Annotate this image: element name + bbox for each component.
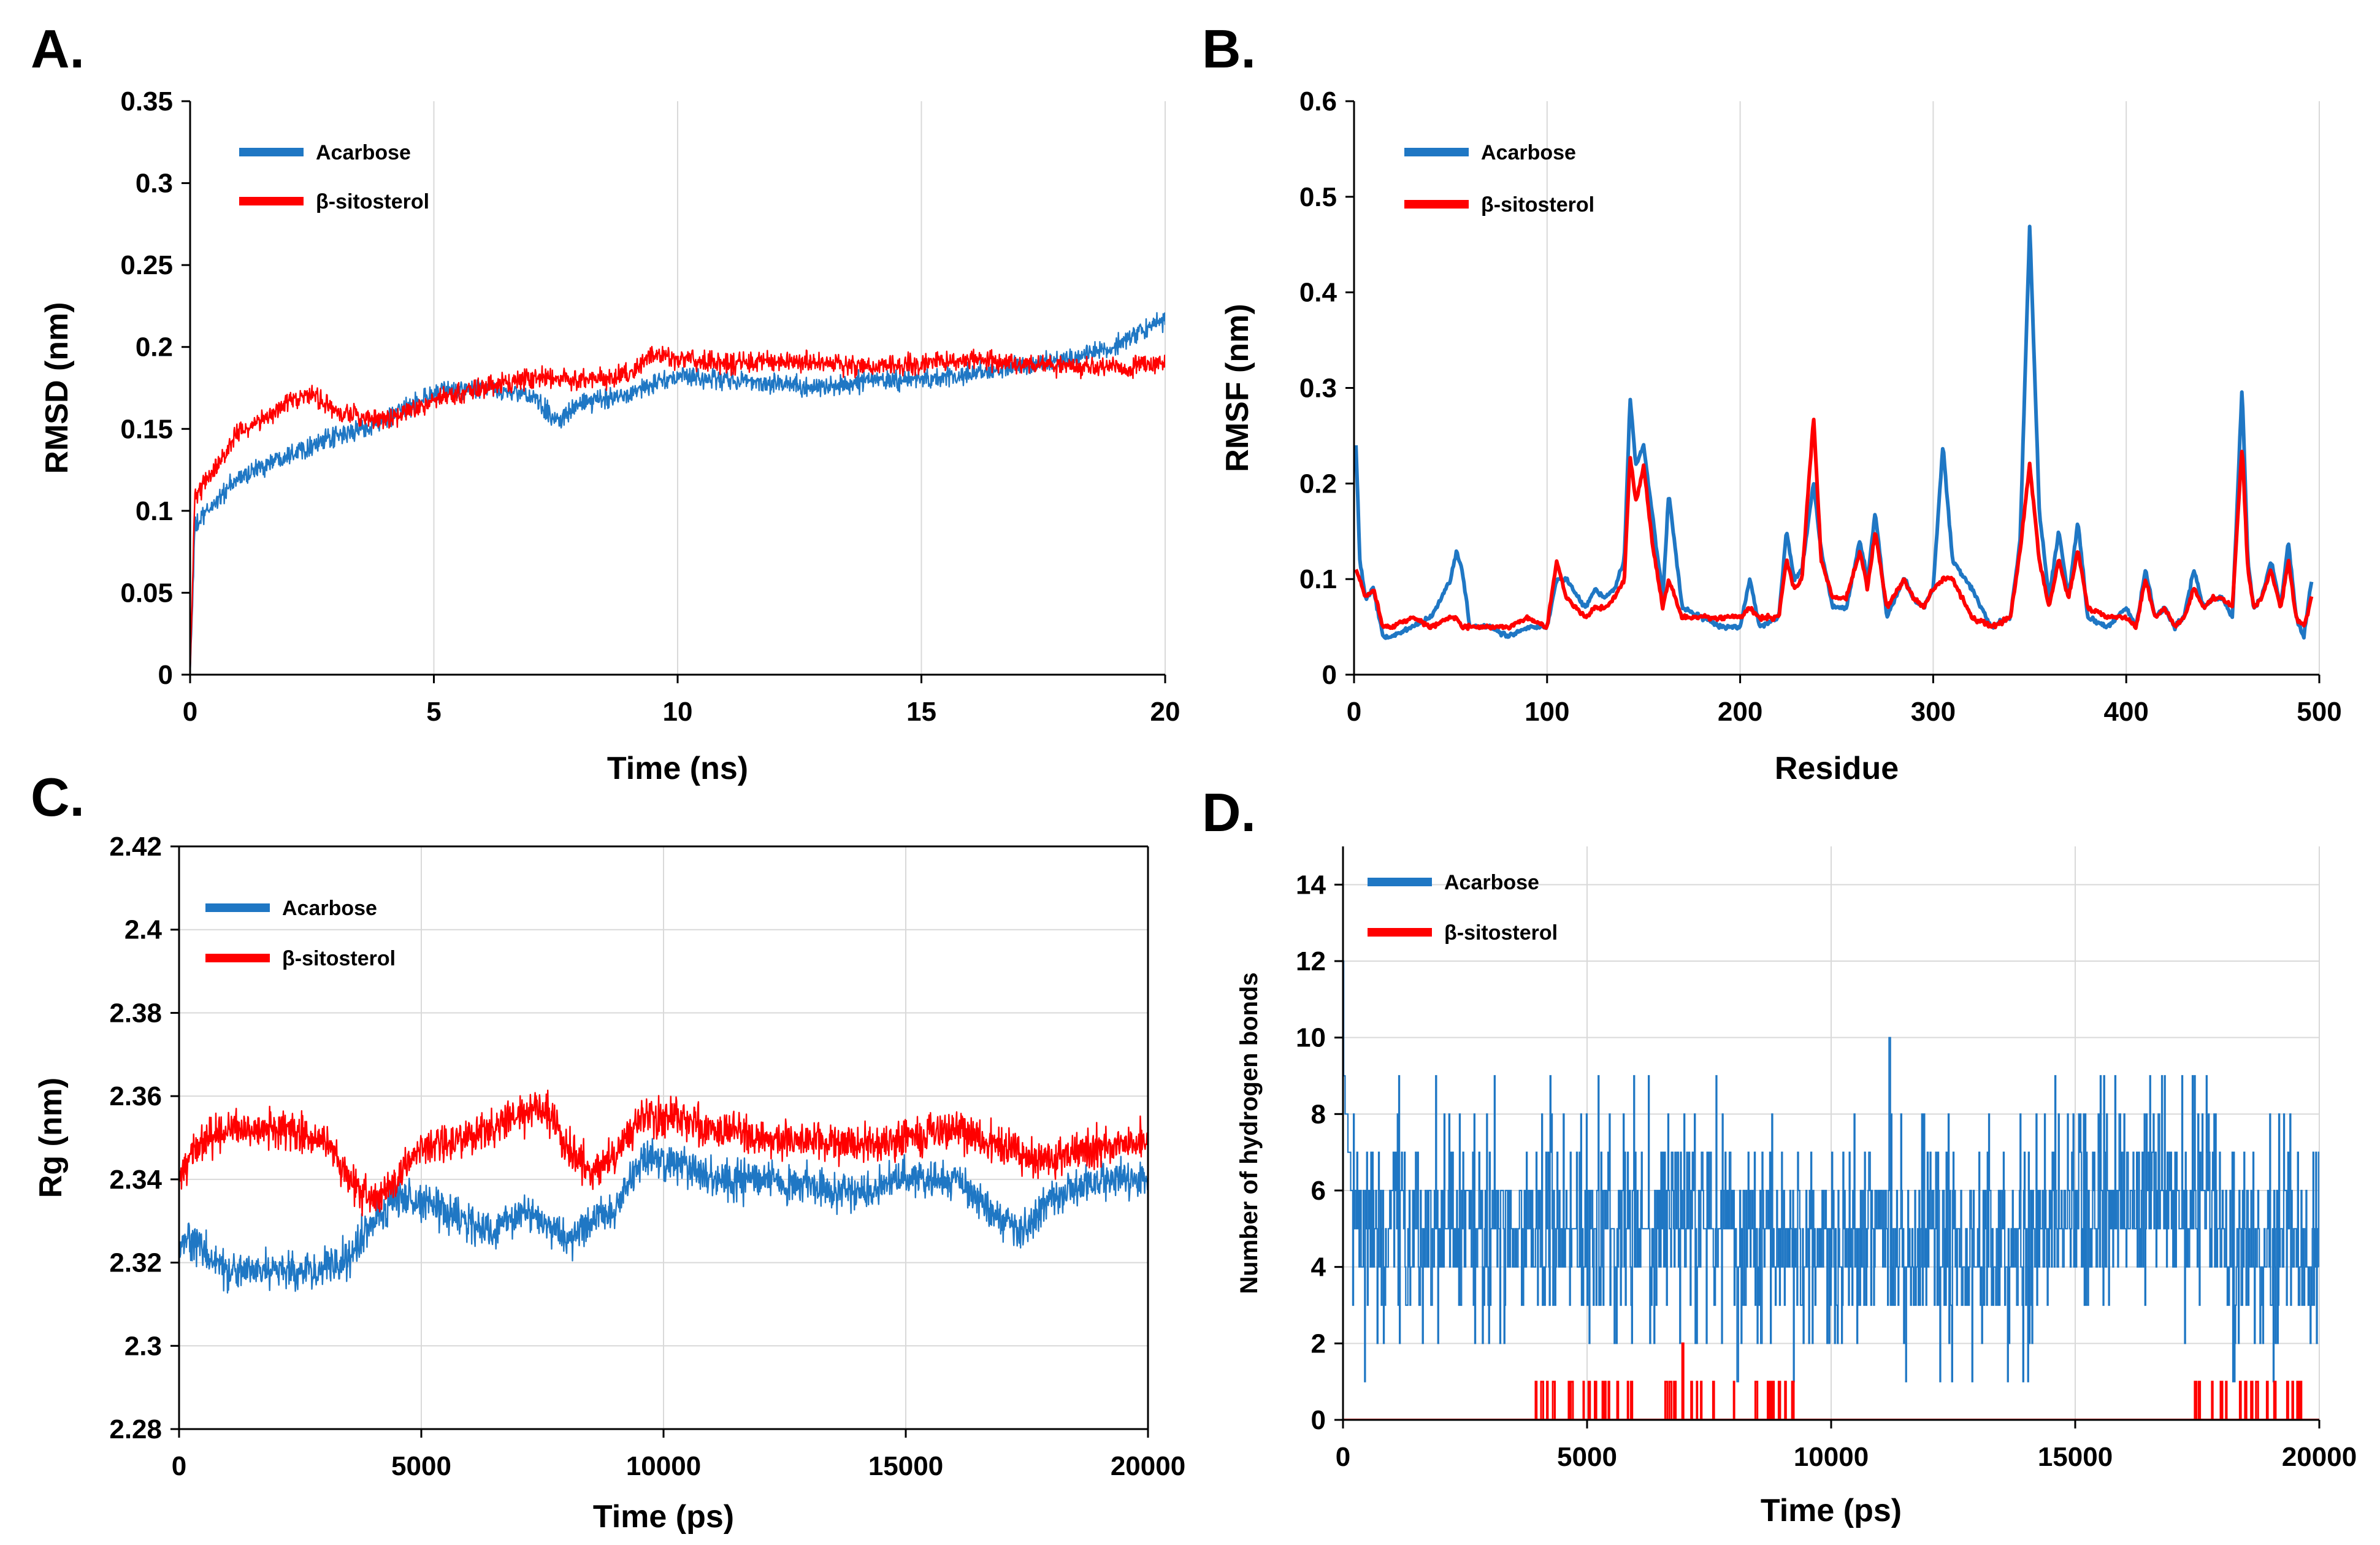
series-line-acarbose (1354, 224, 2314, 640)
x-tick-label: 5000 (1557, 1442, 1617, 1472)
y-tick-label: 0.05 (120, 578, 173, 608)
y-axis-title: RMSF (nm) (1220, 304, 1255, 472)
y-tick-label: 6 (1311, 1176, 1326, 1206)
legend-label-beta-sitosterol: β-sitosterol (1444, 921, 1558, 945)
legend-label-acarbose: Acarbose (1481, 141, 1576, 164)
y-tick-label: 0.2 (136, 332, 173, 362)
series-group (190, 312, 1165, 675)
legend: Acarbose β-sitosterol (1368, 871, 1558, 945)
x-tick-label: 200 (1718, 697, 1762, 727)
series-line-beta-sitosterol (1354, 418, 2314, 631)
gridlines (433, 101, 1166, 675)
y-axis-title: Number of hydrogen bonds (1236, 972, 1263, 1294)
series-group (179, 1089, 1148, 1294)
x-tick-label: 20000 (2282, 1442, 2357, 1472)
y-axis-title: RMSD (nm) (39, 302, 75, 473)
series-line-acarbose (190, 312, 1165, 675)
series-group (1354, 224, 2314, 640)
x-tick-label: 10 (663, 697, 693, 727)
y-tick-label: 0.1 (1299, 564, 1337, 594)
x-tick-label: 20 (1150, 697, 1180, 727)
x-tick-label: 300 (1911, 697, 1956, 727)
legend: Acarbose β-sitosterol (1404, 141, 1594, 217)
chart-panel-b-rmsf: 0 0.1 0.2 0.3 0.4 0.5 0.6 0 100 200 300 400 500 Resid… (1220, 86, 2342, 786)
y-tick-label: 2.4 (124, 915, 163, 945)
legend-label-acarbose: Acarbose (1444, 871, 1539, 894)
y-tick-label: 0.2 (1299, 469, 1337, 499)
x-tick-label: 20000 (1111, 1451, 1185, 1481)
y-tick-label: 0.4 (1299, 278, 1337, 308)
legend-label-acarbose: Acarbose (316, 141, 411, 164)
chart-panel-c-rg: 2.28 2.3 2.32 2.34 2.36 2.38 2.4 2.42 0 5000 10000… (33, 832, 1185, 1535)
y-tick-label: 0.3 (1299, 374, 1337, 404)
x-axis-title: Time (ps) (1761, 1493, 1902, 1528)
x-tick-label: 0 (172, 1451, 186, 1481)
y-tick-label: 2.3 (124, 1331, 162, 1361)
y-tick-label: 2.28 (109, 1414, 162, 1444)
y-tick-label: 2.38 (109, 998, 162, 1028)
y-tick-label: 0 (158, 660, 173, 690)
x-axis-title: Time (ns) (607, 751, 748, 786)
x-tick-label: 0 (1347, 697, 1361, 727)
y-tick-label: 0 (1311, 1405, 1326, 1435)
legend: Acarbose β-sitosterol (239, 141, 429, 213)
y-tick-label: 0.35 (120, 86, 173, 117)
series-line-beta-sitosterol (190, 345, 1165, 675)
legend-label-beta-sitosterol: β-sitosterol (1481, 193, 1594, 217)
y-tick-label: 8 (1311, 1099, 1326, 1129)
y-tick-label: 12 (1296, 946, 1326, 976)
gridlines (1546, 101, 2320, 675)
y-tick-label: 2.34 (109, 1165, 162, 1195)
x-tick-label: 400 (2103, 697, 2148, 727)
series-line-acarbose (179, 1138, 1148, 1294)
panel-letter-b: B. (1202, 18, 1256, 79)
y-tick-label: 10 (1296, 1023, 1326, 1053)
panel-letter-d: D. (1202, 782, 1256, 843)
y-tick-label: 14 (1296, 870, 1326, 900)
x-tick-label: 100 (1525, 697, 1569, 727)
x-tick-label: 5000 (391, 1451, 451, 1481)
x-tick-label: 15000 (2038, 1442, 2113, 1472)
series-group (1343, 960, 2319, 1420)
x-tick-label: 15000 (868, 1451, 943, 1481)
x-tick-label: 10000 (626, 1451, 701, 1481)
y-tick-label: 2.36 (109, 1081, 162, 1111)
y-tick-label: 0.6 (1299, 86, 1337, 117)
panel-letter-c: C. (31, 767, 85, 827)
y-tick-label: 2.32 (109, 1248, 162, 1278)
series-line-beta-sitosterol (179, 1089, 1148, 1217)
y-tick-label: 0.3 (136, 169, 173, 199)
y-tick-label: 4 (1311, 1252, 1326, 1282)
x-tick-label: 15 (906, 697, 936, 727)
y-axis-title: Rg (nm) (33, 1078, 69, 1198)
legend-label-beta-sitosterol: β-sitosterol (316, 190, 429, 213)
legend-label-acarbose: Acarbose (282, 897, 377, 920)
y-tick-label: 0.15 (120, 414, 173, 444)
x-tick-label: 0 (1336, 1442, 1350, 1472)
series-pulses-beta-sitosterol (1534, 1342, 2303, 1420)
y-tick-label: 0.25 (120, 250, 173, 280)
y-tick-label: 0 (1322, 660, 1337, 690)
panel-letter-a: A. (31, 18, 85, 79)
y-tick-label: 2.42 (109, 832, 162, 862)
y-tick-label: 0.1 (136, 496, 173, 526)
x-tick-label: 5 (426, 697, 441, 727)
x-axis-title: Time (ps) (593, 1499, 734, 1535)
x-tick-label: 500 (2297, 697, 2341, 727)
legend-label-beta-sitosterol: β-sitosterol (282, 947, 396, 970)
chart-panel-d-hbonds: 0 2 4 6 8 10 12 14 0 5000 10000 15000 20000 Time (ps)… (1236, 846, 2357, 1528)
x-axis-title: Residue (1775, 751, 1899, 786)
x-tick-label: 10000 (1794, 1442, 1869, 1472)
series-line-acarbose (1343, 960, 2319, 1382)
y-tick-label: 2 (1311, 1328, 1326, 1359)
x-tick-label: 0 (183, 697, 197, 727)
y-tick-label: 0.5 (1299, 182, 1337, 212)
legend: Acarbose β-sitosterol (205, 897, 396, 970)
chart-panel-a-rmsd: 0 0.05 0.1 0.15 0.2 0.25 0.3 0.35 0 5 10 15 20 Time (… (39, 86, 1180, 786)
